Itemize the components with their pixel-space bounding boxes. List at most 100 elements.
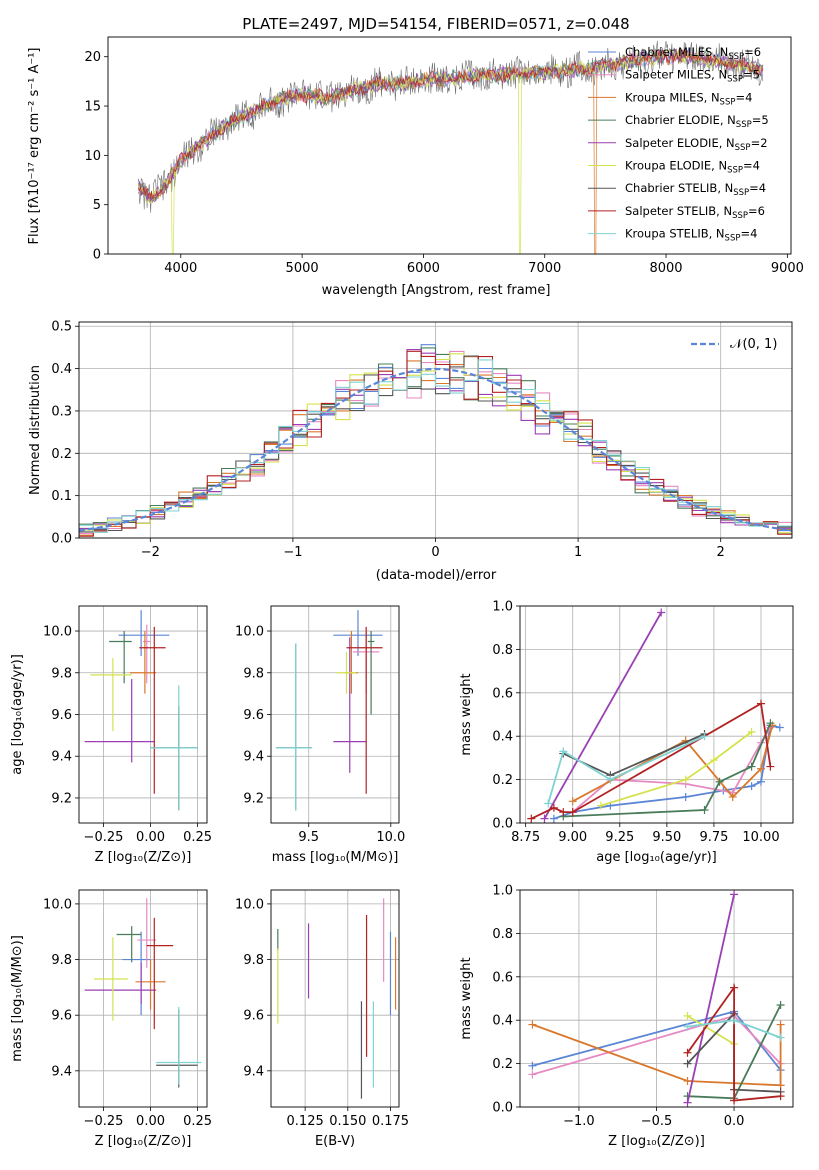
mass-weight-marker [730, 1096, 739, 1105]
mass-weight-marker [730, 983, 739, 992]
y-tick-label: 0.8 [492, 927, 513, 942]
y-tick-label: 9.4 [51, 1064, 72, 1079]
panel-plot [527, 608, 784, 823]
mass-weight-marker [715, 777, 724, 786]
x-tick-label: 5000 [286, 261, 319, 276]
residuals-ylabel: Normed distribution [28, 365, 43, 495]
mass-weight-marker [683, 1022, 692, 1031]
x-tick-label: 7000 [528, 261, 561, 276]
legend-subscript: SSP [735, 143, 751, 153]
spectrum-title: PLATE=2497, MJD=54154, FIBERID=0571, z=0… [242, 15, 629, 33]
y-tick-label: 0 [93, 248, 101, 263]
x-tick-label: 6000 [407, 261, 440, 276]
spectrum-lines [137, 40, 764, 254]
mass-weight-marker [766, 762, 775, 771]
panel-weight-vs-Z: −1.0 −0.5 0.0 0.0 0.2 0.4 0.6 0.8 1.0 Z [log₁₀(Z/… [459, 884, 794, 1149]
mass-weight-marker [681, 775, 690, 784]
legend-suffix: =5 [752, 113, 769, 127]
spectrum-legend: Chabrier MILES, NSSP=6 Salpeter MILES, NS… [588, 45, 769, 244]
spectrum-ylabel: Flux [fλ10⁻¹⁷ erg cm⁻² s⁻¹ A⁻¹] [27, 48, 42, 245]
spectrum-series-line [137, 49, 764, 200]
y-tick-label: 9.2 [243, 791, 264, 806]
panel-spectrum: PLATE=2497, MJD=54154, FIBERID=0571, z=0… [27, 15, 804, 298]
y-tick-label: 0.0 [492, 1101, 513, 1116]
mass-weight-marker [776, 1020, 785, 1029]
legend-subscript: SSP [733, 188, 749, 198]
mass-weight-marker [596, 801, 605, 810]
y-tick-label: 9.8 [51, 953, 72, 968]
gaussian-curve [79, 367, 792, 532]
mass-weight-marker [683, 1076, 692, 1085]
y-tick-label: 9.8 [243, 953, 264, 968]
x-tick-label: −0.25 [84, 830, 124, 845]
y-tick-label: 0.4 [51, 362, 72, 377]
y-tick-label: 0.1 [51, 489, 72, 504]
panel-frame [519, 889, 794, 1108]
y-tick-label: 9.6 [51, 708, 72, 723]
y-tick-label: 9.2 [51, 791, 72, 806]
mass-weight-marker [568, 797, 577, 806]
x-tick-label: 1 [574, 545, 582, 560]
panel-ticks: 9.5 10.0 9.2 9.4 9.6 9.8 10.0 [235, 606, 405, 845]
panel-xlabel: Z [log₁₀(Z/Z⊙)] [608, 1134, 705, 1149]
legend-suffix: =2 [751, 136, 768, 150]
x-tick-label: −1.0 [563, 1114, 595, 1129]
y-tick-label: 0.8 [492, 643, 513, 658]
mass-weight-marker [683, 1098, 692, 1107]
mass-weight-marker [683, 1059, 692, 1068]
panel-ticks: −0.25 0.00 0.25 9.2 9.4 9.6 9.8 10.0 [43, 606, 212, 845]
residuals-xlabel: (data-model)/error [376, 568, 497, 583]
legend-subscript: SSP [727, 75, 743, 85]
mass-weight-marker [700, 805, 709, 814]
mass-weight-marker [528, 1061, 537, 1070]
mass-weight-marker [606, 775, 615, 784]
mass-weight-marker [776, 1092, 785, 1101]
panel-ylabel: mass [log₁₀(M/M⊙)] [10, 935, 25, 1062]
y-tick-label: 5 [93, 198, 101, 213]
x-tick-label: 0 [431, 545, 439, 560]
mass-weight-marker [756, 777, 765, 786]
legend-suffix: =6 [744, 45, 761, 59]
panel-weight-vs-age: 8.75 9.00 9.25 9.50 9.75 10.00 0.0 0.2 0.4 0.6 0.8… [459, 600, 794, 865]
y-tick-label: 9.6 [243, 1009, 264, 1024]
legend-entry: Kroupa ELODIE, NSSP=4 [625, 159, 760, 176]
panel-plot [84, 898, 202, 1088]
y-tick-label: 0.4 [492, 730, 513, 745]
x-tick-label: −0.25 [84, 1114, 124, 1129]
panel-ticks: −0.25 0.00 0.25 9.4 9.6 9.8 10.0 [43, 890, 212, 1129]
mass-weight-marker [776, 1033, 785, 1042]
panel-xlabel: mass [log₁₀(M/M⊙)] [272, 850, 399, 865]
y-tick-label: 9.4 [51, 750, 72, 765]
mass-weight-marker [766, 719, 775, 728]
x-tick-label: 0.25 [183, 830, 212, 845]
x-tick-label: 0.25 [183, 1114, 212, 1129]
panel-ticks: 8.75 9.00 9.25 9.50 9.75 10.00 0.0 0.2 0.4 0.6 0.8… [492, 600, 793, 845]
mass-weight-marker [700, 732, 709, 741]
y-tick-label: 9.6 [51, 1009, 72, 1024]
y-tick-label: 0.0 [51, 532, 72, 547]
legend-suffix: =5 [743, 68, 760, 82]
mass-weight-marker [544, 799, 553, 808]
y-tick-label: 10.0 [235, 897, 264, 912]
y-tick-label: 1.0 [492, 600, 513, 615]
mass-weight-marker [549, 814, 558, 823]
y-tick-label: 9.4 [243, 1064, 264, 1079]
y-tick-label: 9.4 [243, 750, 264, 765]
legend-entry: Salpeter MILES, NSSP=5 [625, 68, 760, 85]
mass-weight-line [572, 725, 774, 803]
panel-frame [270, 605, 400, 824]
y-tick-label: 0.4 [492, 1014, 513, 1029]
residuals-histograms [79, 344, 792, 538]
panel-ylabel: mass weight [459, 957, 474, 1039]
x-tick-label: −2 [141, 545, 160, 560]
legend-subscript: SSP [720, 97, 736, 107]
panel-plot [84, 610, 198, 811]
x-tick-label: 0.150 [329, 1114, 366, 1129]
mass-weight-marker [776, 1001, 785, 1010]
mass-weight-marker [730, 1016, 739, 1025]
x-tick-label: 4000 [164, 261, 197, 276]
y-tick-label: 9.8 [51, 666, 72, 681]
panel-plot [528, 890, 785, 1107]
mass-weight-marker [747, 762, 756, 771]
